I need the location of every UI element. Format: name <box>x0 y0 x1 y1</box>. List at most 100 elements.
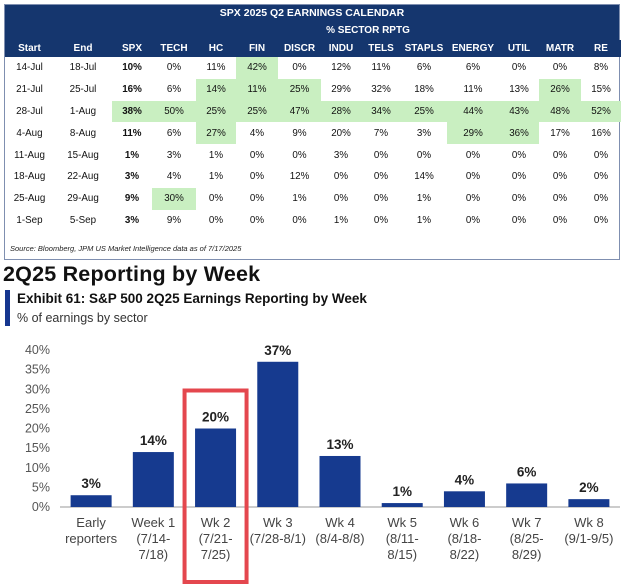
calendar-cell: 0% <box>249 171 265 183</box>
calendar-cell: 1% <box>208 149 224 161</box>
calendar-cell: 26% <box>539 78 581 101</box>
calendar-cell: 1% <box>124 149 140 161</box>
calendar-cell: 9% <box>166 214 182 226</box>
bar <box>132 452 174 507</box>
category-label: 8/15) <box>387 547 417 562</box>
category-label: Week 1 <box>131 515 175 530</box>
calendar-cell: 0% <box>208 214 224 226</box>
calendar-cell: 12% <box>331 62 351 74</box>
calendar-header-cell: UTIL <box>499 40 539 57</box>
y-tick-label: 35% <box>25 363 50 377</box>
calendar-row: 18-Aug 22-Aug 3% 4% 1% 0% 12% 0% 0% 14% 0% 0% 0% 0% <box>5 166 621 188</box>
calendar-header-cell: RE <box>581 40 621 57</box>
calendar-header-cell: INDU <box>321 40 361 57</box>
calendar-cell: 0% <box>593 193 609 205</box>
calendar-cell: 11% <box>122 127 142 139</box>
calendar-cell: 29% <box>331 84 351 96</box>
calendar-cell: 0% <box>292 62 307 74</box>
calendar-cell: 4% <box>166 171 182 183</box>
y-tick-label: 0% <box>32 500 50 514</box>
calendar-cell: 5-Sep <box>69 214 97 226</box>
calendar-cell: 29-Aug <box>67 193 99 205</box>
calendar-cell: 0% <box>511 193 527 205</box>
calendar-cell: 52% <box>581 100 621 123</box>
calendar-cell: 34% <box>361 100 401 123</box>
y-tick-label: 40% <box>25 343 50 357</box>
calendar-cell: 30% <box>152 187 196 210</box>
calendar-cell: 48% <box>539 100 581 123</box>
calendar-cell: 0% <box>249 193 265 205</box>
calendar-cell: 18-Aug <box>13 171 46 183</box>
calendar-cell: 12% <box>289 171 310 183</box>
bar <box>257 361 299 507</box>
calendar-cell: 0% <box>511 149 527 161</box>
calendar-cell: 4% <box>249 127 265 139</box>
calendar-cell: 9% <box>124 193 140 205</box>
calendar-cell: 0% <box>511 171 527 183</box>
calendar-cell: 0% <box>249 149 265 161</box>
category-label: (9/1-9/5) <box>564 531 613 546</box>
calendar-title: SPX 2025 Q2 EARNINGS CALENDAR <box>5 5 619 22</box>
calendar-grid: Start End SPX TECH HC FIN DISCR INDU TELS STAPLS E… <box>5 40 621 231</box>
calendar-cell: 0% <box>511 62 527 74</box>
calendar-cell: 44% <box>447 100 499 123</box>
calendar-cell: 43% <box>499 100 539 123</box>
calendar-cell: 0% <box>465 171 481 183</box>
bar <box>195 428 237 507</box>
calendar-subtitle: % SECTOR RPTG <box>326 25 410 36</box>
category-label: (8/4-8/8) <box>315 531 364 546</box>
calendar-cell: 28% <box>321 100 361 123</box>
calendar-cell: 14% <box>414 171 434 183</box>
calendar-cell: 29% <box>447 122 499 145</box>
exhibit-accent-bar <box>5 290 10 326</box>
calendar-cell: 32% <box>371 84 391 96</box>
calendar-cell: 0% <box>593 171 609 183</box>
calendar-cell: 0% <box>416 149 432 161</box>
calendar-row: 28-Jul 1-Aug 38% 50% 25% 25% 47% 28% 34% 25% 44% 43… <box>5 100 621 123</box>
calendar-cell: 0% <box>292 149 307 161</box>
calendar-cell: 0% <box>333 171 349 183</box>
calendar-cell: 3% <box>416 127 432 139</box>
calendar-cell: 14% <box>196 78 236 101</box>
calendar-source-note: Source: Bloomberg, JPM US Market Intelli… <box>10 244 242 253</box>
calendar-cell: 0% <box>593 149 609 161</box>
calendar-header-cell: STAPLS <box>401 40 447 57</box>
calendar-row: 1-Sep 5-Sep 3% 9% 0% 0% 0% 1% 0% 1% 0% 0% 0% 0% <box>5 210 621 232</box>
calendar-subheader: % SECTOR RPTG <box>5 22 619 40</box>
category-label: 7/18) <box>139 547 169 562</box>
calendar-cell: 0% <box>373 171 389 183</box>
calendar-cell: 0% <box>511 214 527 226</box>
category-label: Wk 6 <box>450 515 480 530</box>
calendar-cell: 14-Jul <box>16 62 43 74</box>
calendar-cell: 0% <box>552 214 568 226</box>
calendar-cell: 0% <box>465 193 481 205</box>
calendar-cell: 25% <box>278 78 321 101</box>
calendar-cell: 0% <box>373 193 389 205</box>
calendar-cell: 0% <box>166 62 182 74</box>
calendar-cell: 0% <box>373 149 389 161</box>
bar-value-label: 6% <box>517 464 537 479</box>
y-tick-label: 15% <box>25 441 50 455</box>
bar <box>70 495 112 507</box>
y-tick-label: 5% <box>32 480 50 494</box>
bar <box>568 499 610 507</box>
calendar-row: 11-Aug 15-Aug 1% 3% 1% 0% 0% 3% 0% 0% 0% 0% 0% 0% <box>5 144 621 166</box>
calendar-cell: 20% <box>331 127 351 139</box>
bar <box>381 503 423 507</box>
calendar-cell: 25% <box>401 100 447 123</box>
calendar-cell: 1-Aug <box>69 105 97 117</box>
calendar-cell: 28-Jul <box>16 105 43 117</box>
calendar-cell: 10% <box>122 62 142 74</box>
calendar-cell: 50% <box>152 100 196 123</box>
calendar-cell: 15-Aug <box>67 149 99 161</box>
calendar-cell: 42% <box>236 57 278 79</box>
bar <box>319 455 361 507</box>
bar-value-label: 1% <box>392 484 412 499</box>
calendar-row: 21-Jul 25-Jul 16% 6% 14% 11% 25% 29% 32% 18% 11% 13… <box>5 78 621 101</box>
calendar-cell: 1% <box>208 171 224 183</box>
category-label: Wk 3 <box>263 515 293 530</box>
calendar-cell: 6% <box>166 84 182 96</box>
calendar-cell: 3% <box>166 149 182 161</box>
calendar-cell: 22-Aug <box>67 171 99 183</box>
category-label: Early <box>76 515 106 530</box>
